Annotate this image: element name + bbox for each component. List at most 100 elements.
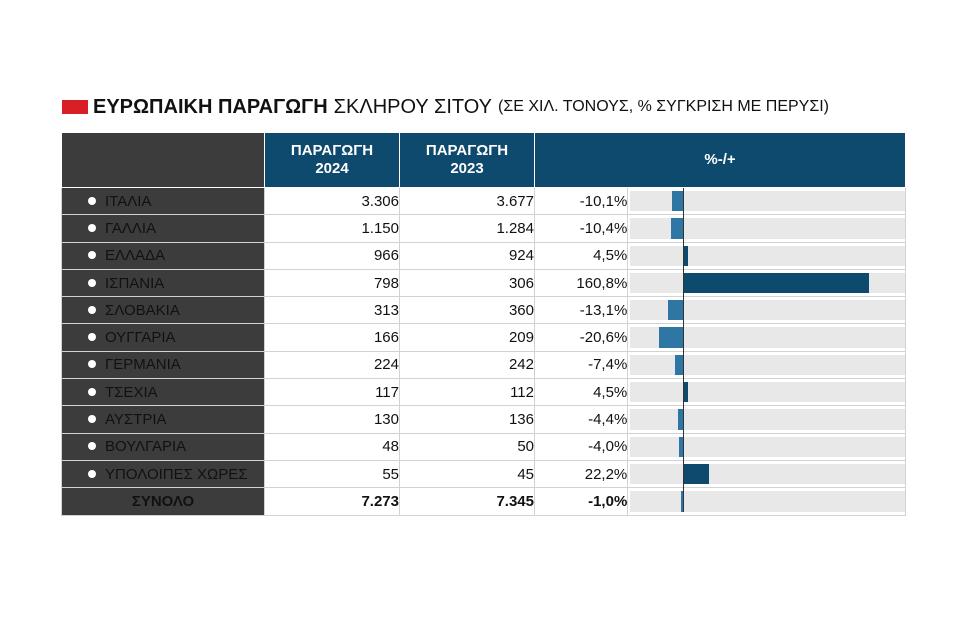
value-2023: 360 [399,296,535,325]
value-2024: 130 [264,405,400,434]
bar-cell [627,487,906,516]
header-name-cell [61,132,265,188]
title-light: ΣΚΛΗΡΟΥ ΣΙΤΟΥ [333,95,492,118]
pct-bar [668,300,684,321]
pct-bar [683,382,689,403]
pct-bar [683,463,709,485]
country-label: ΓΕΡΜΑΝΙΑ [105,356,181,374]
value-2024: 224 [264,350,400,380]
value-2023: 7.345 [399,487,535,516]
value-2023: 112 [399,378,535,407]
country-name: ΑΥΣΤΡΙΑ [61,405,265,434]
bullet-icon [88,333,96,342]
country-label: ΤΣΕΧΙΑ [105,383,158,401]
value-2023: 1.284 [399,214,535,243]
table-row: ΤΣΕΧΙΑ 117 112 4,5% [61,378,906,407]
country-label: ΣΥΝΟΛΟ [131,492,195,510]
country-label: ΙΤΑΛΙΑ [105,192,152,210]
table-row: ΑΥΣΤΡΙΑ 130 136 -4,4% [61,405,906,434]
bar-track [630,191,905,212]
bullet-icon [88,196,96,205]
pct-bar [681,491,684,512]
bar-cell [627,268,906,298]
title-marker [62,100,88,114]
value-2023: 924 [399,241,535,270]
bar-cell [627,350,906,380]
pct-change-label: -10,4% [533,214,629,243]
pct-change-label: -4,4% [533,405,629,434]
country-name: ΤΣΕΧΙΑ [61,378,265,407]
pct-change-label: -7,4% [533,350,629,380]
value-2024: 798 [264,268,400,298]
header-change: %-/+ [534,132,906,188]
pct-change-label: -4,0% [533,432,629,461]
country-name: ΥΠΟΛΟΙΠΕΣ ΧΩΡΕΣ [61,459,265,489]
pct-change-label: -1,0% [533,487,629,516]
country-label: ΙΣΠΑΝΙΑ [105,274,165,292]
pct-change-label: -13,1% [533,296,629,325]
bar-track [630,463,905,485]
country-name: ΣΛΟΒΑΚΙΑ [61,296,265,325]
bar-track [630,300,905,321]
country-label: ΣΛΟΒΑΚΙΑ [105,301,180,319]
bar-cell [627,214,906,243]
bar-cell [627,432,906,461]
bullet-icon [88,415,96,424]
bullet-icon [88,223,96,232]
value-2024: 48 [264,432,400,461]
bar-track [630,354,905,376]
bar-track [630,218,905,239]
country-label: ΟΥΓΓΑΡΙΑ [105,329,176,347]
table-row: ΓΑΛΛΙΑ 1.150 1.284 -10,4% [61,214,906,243]
bar-zero-axis [682,187,684,513]
value-2023: 136 [399,405,535,434]
bar-cell [627,186,906,216]
country-name: ΒΟΥΛΓΑΡΙΑ [61,432,265,461]
value-2023: 209 [399,323,535,352]
bar-track [630,409,905,430]
pct-bar [683,245,689,266]
pct-bar [683,272,870,294]
bar-track [630,491,905,512]
bullet-icon [88,278,96,287]
value-2024: 3.306 [264,186,400,216]
country-name: ΙΣΠΑΝΙΑ [61,268,265,298]
value-2023: 242 [399,350,535,380]
value-2024: 7.273 [264,487,400,516]
bar-cell [627,296,906,325]
value-2024: 313 [264,296,400,325]
bar-cell [627,323,906,352]
bullet-icon [88,251,96,260]
value-2024: 166 [264,323,400,352]
pct-change-label: 160,8% [533,268,629,298]
country-name: ΓΕΡΜΑΝΙΑ [61,350,265,380]
country-label: ΕΛΛΑΔΑ [105,247,166,265]
country-label: ΒΟΥΛΓΑΡΙΑ [105,438,187,456]
table-row: ΓΕΡΜΑΝΙΑ 224 242 -7,4% [61,350,906,380]
country-label: ΓΑΛΛΙΑ [105,219,157,237]
bar-track [630,245,905,266]
table-row: ΒΟΥΛΓΑΡΙΑ 48 50 -4,0% [61,432,906,461]
pct-change-label: -20,6% [533,323,629,352]
table-row: ΣΛΟΒΑΚΙΑ 313 360 -13,1% [61,296,906,325]
country-label: ΑΥΣΤΡΙΑ [105,411,167,429]
value-2023: 45 [399,459,535,489]
country-name: ΓΑΛΛΙΑ [61,214,265,243]
table-row: ΙΤΑΛΙΑ 3.306 3.677 -10,1% [61,186,906,216]
country-label: ΥΠΟΛΟΙΠΕΣ ΧΩΡΕΣ [105,465,248,483]
country-name: ΣΥΝΟΛΟ [61,487,265,516]
pct-bar [671,191,684,212]
bar-track [630,382,905,403]
pct-change-label: 4,5% [533,378,629,407]
value-2024: 55 [264,459,400,489]
value-2023: 50 [399,432,535,461]
bullet-icon [88,305,96,314]
bar-cell [627,241,906,270]
country-name: ΟΥΓΓΑΡΙΑ [61,323,265,352]
value-2024: 966 [264,241,400,270]
title-bold: ΕΥΡΩΠΑΙΚΗ ΠΑΡΑΓΩΓΗ [93,95,328,118]
pct-bar [678,409,684,430]
bar-track [630,327,905,348]
country-name: ΙΤΑΛΙΑ [61,186,265,216]
production-table: ΠΑΡΑΓΩΓΗ 2024 ΠΑΡΑΓΩΓΗ 2023 %-/+ ΙΤΑΛΙΑ 3.3… [61,132,906,516]
